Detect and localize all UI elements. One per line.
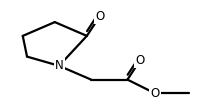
Text: N: N <box>55 59 63 72</box>
Text: O: O <box>136 54 145 67</box>
Text: O: O <box>95 10 104 23</box>
Text: O: O <box>151 87 160 100</box>
